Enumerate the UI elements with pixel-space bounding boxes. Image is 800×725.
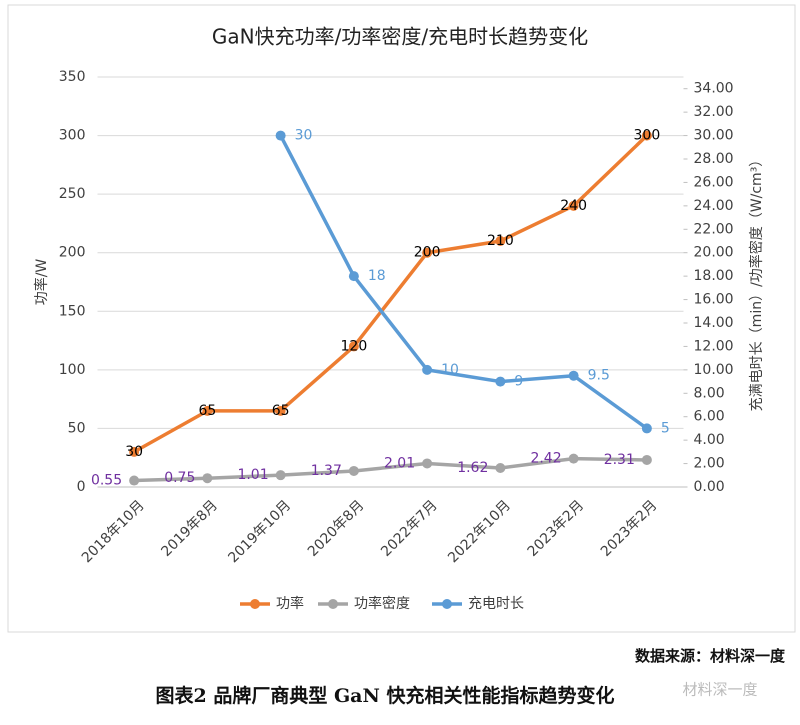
data-point: [422, 364, 433, 375]
y2-tick-label: 4.00: [694, 432, 725, 448]
y2-tick-label: 20.00: [694, 245, 734, 261]
series-line: [279, 134, 648, 430]
data-point: [129, 475, 140, 486]
legend-marker: [442, 599, 452, 609]
y-tick-label: 0: [77, 479, 86, 495]
y2-tick-label: 14.00: [694, 315, 734, 331]
y-tick-label: 250: [59, 186, 86, 202]
data-label: 300: [634, 128, 661, 144]
y2-tick-label: 32.00: [694, 104, 734, 120]
data-label: 0.55: [91, 473, 122, 489]
legend-label: 功率: [276, 595, 304, 612]
data-label: 200: [414, 245, 441, 261]
data-point: [641, 130, 652, 141]
data-label: 240: [560, 198, 587, 214]
data-point: [495, 236, 506, 246]
data-point: [641, 423, 652, 434]
data-point: [495, 463, 506, 474]
y-tick-label: 300: [59, 128, 86, 144]
y2-tick-label: 10.00: [694, 362, 734, 378]
data-point: [129, 446, 140, 457]
y2-tick-label: 22.00: [694, 221, 734, 237]
data-point: [641, 454, 652, 465]
data-point: [422, 247, 433, 258]
series-line: [133, 134, 649, 454]
data-point: [568, 370, 579, 381]
y2-tick-label: 12.00: [694, 338, 734, 354]
y2-tick-label: 0.00: [694, 479, 725, 495]
data-point: [275, 405, 286, 416]
y2-axis-title: 充满电时长（min）/功率密度（W/cm³）: [748, 153, 765, 412]
data-point: [202, 473, 213, 484]
data-label: 10: [441, 362, 459, 378]
data-label: 2.42: [530, 451, 561, 467]
data-label: 65: [198, 403, 216, 419]
data-label: 5: [661, 420, 670, 436]
y2-tick-label: 24.00: [694, 198, 734, 214]
y2-tick-label: 26.00: [694, 174, 734, 190]
data-label: 9: [514, 374, 523, 390]
data-point: [348, 271, 359, 282]
data-point: [568, 200, 579, 211]
y2-tick-label: 8.00: [694, 385, 725, 401]
legend-label: 功率密度: [354, 595, 410, 612]
data-label: 210: [487, 233, 514, 249]
data-label: 0.75: [164, 470, 195, 486]
chart-title: GaN快充功率/功率密度/充电时长趋势变化: [212, 25, 588, 49]
data-point: [568, 453, 579, 464]
data-label: 1.62: [457, 460, 488, 476]
data-label: 18: [368, 268, 386, 284]
data-point: [348, 465, 359, 476]
y-tick-label: 200: [59, 245, 86, 261]
data-point: [348, 341, 359, 352]
data-label: 1.37: [311, 463, 342, 479]
y2-tick-label: 28.00: [694, 151, 734, 167]
y2-tick-label: 34.00: [694, 81, 734, 97]
data-label: 2.31: [604, 452, 635, 468]
data-point: [202, 405, 213, 416]
y-tick-label: 350: [59, 69, 86, 85]
data-label: 120: [341, 338, 368, 354]
legend-label: 充电时长: [468, 596, 524, 612]
y-tick-label: 50: [68, 420, 86, 436]
y-tick-label: 150: [59, 303, 86, 319]
source: 数据来源：材料深一度: [635, 647, 786, 665]
y2-tick-label: 30.00: [694, 128, 734, 144]
data-label: 2.01: [384, 455, 415, 471]
data-label: 9.5: [588, 368, 610, 384]
series-line: [134, 456, 647, 483]
y2-tick-label: 16.00: [694, 292, 734, 308]
data-point: [422, 458, 433, 469]
y2-tick-label: 18.00: [694, 268, 734, 284]
data-label: 1.01: [237, 467, 268, 483]
chart-frame: [7, 4, 796, 633]
legend-marker: [250, 599, 260, 609]
y2-tick-label: 2.00: [694, 456, 725, 472]
y-axis-title: 功率/W: [33, 259, 50, 306]
data-point: [495, 376, 506, 387]
data-point: [275, 470, 286, 481]
legend-marker: [328, 599, 338, 609]
y-tick-label: 100: [59, 362, 86, 378]
data-point: [275, 130, 286, 141]
caption: 图表2 品牌厂商典型 GaN 快充相关性能指标趋势变化: [156, 684, 615, 707]
watermark: 材料深一度: [682, 681, 757, 699]
data-label: 65: [272, 403, 290, 419]
data-label: 30: [295, 128, 313, 144]
data-label: 30: [125, 444, 143, 460]
y2-tick-label: 6.00: [694, 409, 725, 425]
